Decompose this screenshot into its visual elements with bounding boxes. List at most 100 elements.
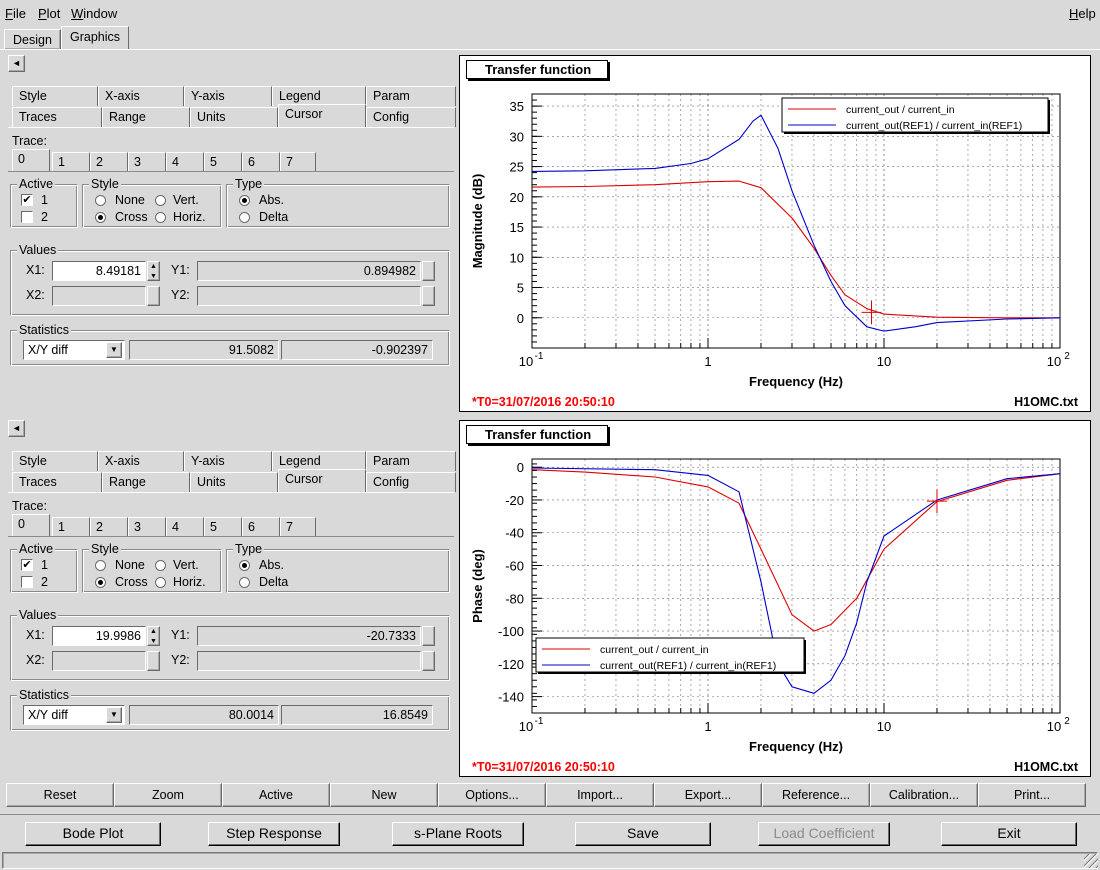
button-label: Reset [43, 788, 77, 802]
trace-tab-3[interactable]: 3 [128, 152, 166, 171]
trace-tab-6[interactable]: 6 [242, 152, 280, 171]
trace-tab-0[interactable]: 0 [12, 149, 50, 171]
trace-tab-7[interactable]: 7 [280, 517, 316, 536]
active-1-checkbox[interactable]: ✔ [21, 559, 33, 571]
x1-field[interactable]: 19.9986 [52, 626, 146, 646]
tab-style[interactable]: Style [12, 451, 98, 471]
style-horiz-radio[interactable] [155, 212, 166, 223]
x1-spinner[interactable]: ▲ ▼ [147, 626, 160, 646]
tab-graphics[interactable]: Graphics [61, 26, 130, 50]
chevron-down-icon[interactable]: ▼ [106, 707, 122, 723]
reference-button[interactable]: Reference... [762, 783, 870, 807]
tab-param[interactable]: Param [366, 86, 456, 106]
style-cross-radio[interactable] [95, 577, 106, 588]
trace-tab-2[interactable]: 2 [90, 152, 128, 171]
tab-divider [0, 49, 1100, 50]
type-abs-radio[interactable] [239, 195, 250, 206]
active-2-checkbox[interactable] [21, 211, 33, 223]
tab-cursor[interactable]: Cursor [278, 469, 366, 492]
y-tick-label: 15 [510, 220, 524, 235]
tab-y-axis[interactable]: Y-axis [184, 86, 272, 106]
tab-range[interactable]: Range [102, 472, 190, 492]
tab-cursor[interactable]: Cursor [278, 104, 366, 127]
button-label: Step Response [226, 825, 322, 841]
values-group: Values X1: 8.49181 ▲ ▼ Y1: 0.894982 X2: Y2: [10, 243, 450, 316]
trace-tab-3[interactable]: 3 [128, 517, 166, 536]
tab-legend[interactable]: Legend [272, 451, 366, 471]
exit-button[interactable]: Exit [941, 822, 1077, 846]
type-delta-radio[interactable] [239, 577, 250, 588]
export-button[interactable]: Export... [654, 783, 762, 807]
button-label: New [371, 788, 397, 802]
tab-label: Cursor [285, 472, 323, 486]
spin-up-icon[interactable]: ▲ [150, 263, 157, 270]
spin-up-icon[interactable]: ▲ [150, 628, 157, 635]
spin-down-icon[interactable]: ▼ [150, 638, 157, 645]
active-2-checkbox[interactable] [21, 576, 33, 588]
active-button[interactable]: Active [222, 783, 330, 807]
collapse-arrow-icon[interactable]: ◄ [8, 55, 25, 72]
y2-spinner [422, 651, 435, 671]
menu-file[interactable]: File [5, 6, 26, 21]
calibration-button[interactable]: Calibration... [870, 783, 978, 807]
trace-tab-7[interactable]: 7 [280, 152, 316, 171]
x1-field[interactable]: 8.49181 [52, 261, 146, 281]
print-button[interactable]: Print... [978, 783, 1086, 807]
menu-help[interactable]: Help [1069, 6, 1096, 21]
tab-x-axis[interactable]: X-axis [98, 86, 184, 106]
trace-tab-5[interactable]: 5 [204, 517, 242, 536]
import-button[interactable]: Import... [546, 783, 654, 807]
tab-traces[interactable]: Traces [12, 472, 102, 492]
trace-tab-4[interactable]: 4 [166, 152, 204, 171]
style-cross-radio[interactable] [95, 212, 106, 223]
tab-param[interactable]: Param [366, 451, 456, 471]
tab-config[interactable]: Config [366, 472, 456, 492]
menu-window[interactable]: Window [71, 6, 118, 21]
resize-grip-icon[interactable] [1084, 854, 1098, 868]
splane-roots-button[interactable]: s-Plane Roots [392, 822, 524, 846]
trace-tab-0[interactable]: 0 [12, 514, 50, 536]
x-tick-label: 10 [519, 719, 533, 734]
zoom-button[interactable]: Zoom [114, 783, 222, 807]
tab-traces[interactable]: Traces [12, 107, 102, 127]
tab-style[interactable]: Style [12, 86, 98, 106]
collapse-arrow-icon[interactable]: ◄ [8, 420, 25, 437]
new-button[interactable]: New [330, 783, 438, 807]
menu-plot[interactable]: Plot [38, 6, 61, 21]
tab-config[interactable]: Config [366, 107, 456, 127]
trace-tab-1[interactable]: 1 [52, 517, 90, 536]
plot-filename: H1OMC.txt [1014, 395, 1078, 409]
style-none-radio[interactable] [95, 560, 106, 571]
tab-units[interactable]: Units [190, 107, 278, 127]
statistics-mode-select[interactable]: X/Y diff ▼ [23, 340, 125, 360]
bode-plot-button[interactable]: Bode Plot [25, 822, 161, 846]
tab-range[interactable]: Range [102, 107, 190, 127]
tab-x-axis[interactable]: X-axis [98, 451, 184, 471]
type-delta-radio[interactable] [239, 212, 250, 223]
save-button[interactable]: Save [575, 822, 711, 846]
trace-tab-4[interactable]: 4 [166, 517, 204, 536]
plot-panel-1: 0 5 10 15 20 25 30 35 10 -1 1 10 10 2 Frequency (Hz) Ma… [459, 55, 1091, 412]
active-1-checkbox[interactable]: ✔ [21, 194, 33, 206]
tab-units[interactable]: Units [190, 472, 278, 492]
tab-design[interactable]: Design [4, 29, 61, 50]
reset-button[interactable]: Reset [6, 783, 114, 807]
type-abs-radio[interactable] [239, 560, 250, 571]
trace-tab-5[interactable]: 5 [204, 152, 242, 171]
style-vert-radio[interactable] [155, 560, 166, 571]
trace-tab-6[interactable]: 6 [242, 517, 280, 536]
style-vert-radio[interactable] [155, 195, 166, 206]
tab-legend[interactable]: Legend [272, 86, 366, 106]
style-none-radio[interactable] [95, 195, 106, 206]
step-response-button[interactable]: Step Response [208, 822, 340, 846]
trace-tab-2[interactable]: 2 [90, 517, 128, 536]
statistics-mode-select[interactable]: X/Y diff ▼ [23, 705, 125, 725]
tab-y-axis[interactable]: Y-axis [184, 451, 272, 471]
options-button[interactable]: Options... [438, 783, 546, 807]
style-horiz-radio[interactable] [155, 577, 166, 588]
spin-down-icon[interactable]: ▼ [150, 273, 157, 280]
x1-spinner[interactable]: ▲ ▼ [147, 261, 160, 281]
chevron-down-icon[interactable]: ▼ [106, 342, 122, 358]
style-none-label: None [115, 558, 145, 572]
trace-tab-1[interactable]: 1 [52, 152, 90, 171]
